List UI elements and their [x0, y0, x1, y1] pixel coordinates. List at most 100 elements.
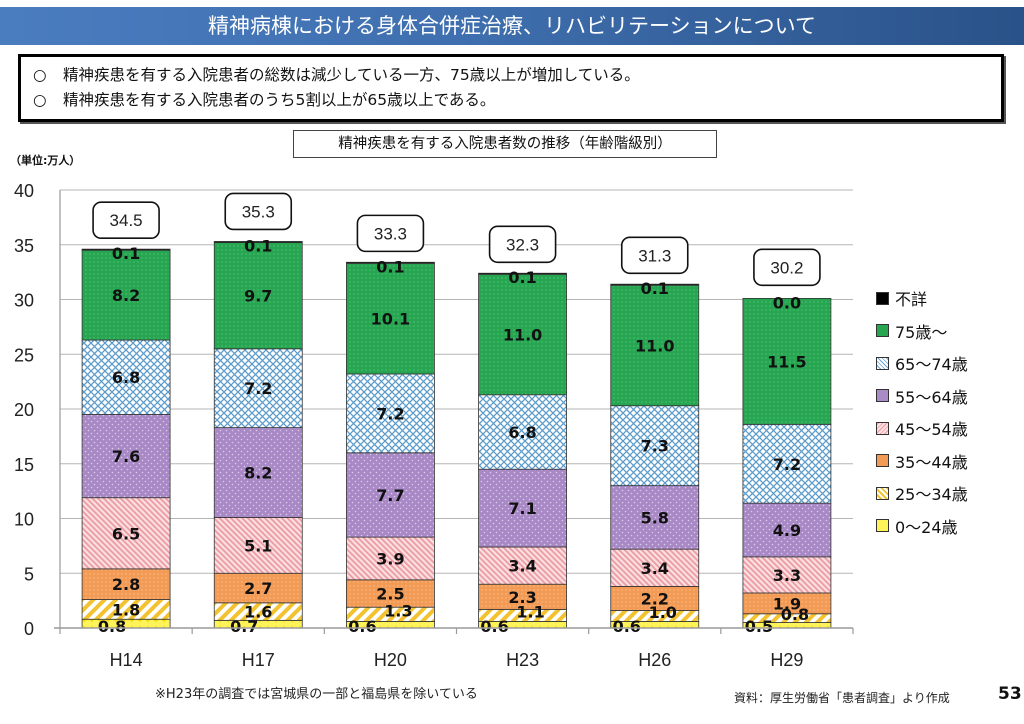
bar-segment — [81, 497, 171, 570]
footnote: ※H23年の調査では宮城県の一部と福島県を除いている — [155, 687, 478, 702]
summary-bullet: ○ 精神疾患を有する入院患者のうち5割以上が65歳以上である。 — [33, 88, 495, 110]
legend-swatch-icon — [876, 519, 889, 533]
legend-label: 25〜34歳 — [895, 485, 968, 505]
data-label: 6.8 — [112, 368, 140, 387]
bar-segment — [478, 583, 567, 610]
summary-text: 精神疾患を有する入院患者のうち5割以上が65歳以上である。 — [63, 91, 496, 109]
data-label: 0.1 — [244, 236, 272, 255]
bar-segment — [478, 394, 567, 470]
data-label: 2.8 — [112, 575, 140, 594]
data-label: 7.7 — [376, 486, 404, 505]
data-label: 3.3 — [773, 566, 801, 585]
total-callout-box — [488, 225, 557, 264]
data-label: 0.5 — [745, 617, 773, 636]
data-label: 11.5 — [767, 352, 806, 371]
legend-swatch-icon — [876, 324, 889, 338]
bar-segment — [81, 339, 171, 415]
data-label: 5.8 — [641, 508, 669, 527]
page-number: 53 — [998, 684, 1022, 704]
legend-label: 65〜74歳 — [895, 355, 968, 375]
data-label: 3.4 — [508, 557, 536, 576]
bar-segment — [478, 273, 567, 396]
data-label: 0.8 — [98, 617, 126, 636]
data-label: 5.1 — [244, 536, 272, 555]
bar-segment — [81, 248, 171, 251]
data-label: 1.3 — [384, 601, 412, 620]
unit-label: （単位:万人） — [10, 154, 81, 167]
legend-label: 35〜44歳 — [895, 452, 968, 472]
bar-segment — [213, 572, 303, 604]
data-label: 10.1 — [371, 310, 410, 329]
grid-lines — [60, 189, 853, 574]
data-label: 7.6 — [112, 447, 140, 466]
slide-title: 精神病棟における身体合併症治療、リハビリテーションについて — [208, 14, 816, 38]
total-callout-box — [92, 201, 160, 240]
legend-label: 75歳〜 — [895, 322, 948, 342]
bar-segment — [213, 348, 303, 429]
data-label: 7.2 — [376, 404, 404, 423]
legend-swatch-icon — [876, 454, 889, 468]
data-label: 0.1 — [376, 257, 404, 276]
data-label: 2.7 — [244, 579, 272, 598]
data-label: 4.9 — [773, 521, 801, 540]
legend-swatch-icon — [876, 486, 889, 500]
data-label: 2.3 — [508, 588, 536, 607]
total-callout-label: 35.3 — [242, 202, 275, 221]
x-tick-label: H17 — [242, 650, 275, 670]
total-callout-box — [356, 214, 425, 253]
bar-segment — [346, 579, 435, 608]
data-label: 1.8 — [112, 600, 140, 619]
bar-segment — [742, 502, 832, 558]
legend-item: 不詳 — [876, 282, 968, 315]
legend-label: 45〜54歳 — [895, 420, 968, 440]
data-label: 0.6 — [348, 617, 376, 636]
data-label: 1.6 — [244, 603, 272, 622]
bar-segment — [478, 272, 567, 275]
bar-segment — [213, 242, 303, 350]
circle-bullet-icon: ○ — [33, 66, 47, 84]
bar-segment — [346, 261, 435, 264]
circle-bullet-icon: ○ — [33, 91, 47, 109]
data-label: 1.9 — [773, 594, 801, 613]
legend-swatch-icon — [876, 356, 889, 370]
data-label: 6.5 — [112, 524, 140, 543]
x-tick-label: H20 — [374, 650, 407, 670]
source-note: 資料：厚生労働省「患者調査」より作成 — [734, 691, 950, 705]
data-label: 6.8 — [508, 423, 536, 442]
data-label: 8.2 — [112, 286, 140, 305]
legend-item: 45〜54歳 — [876, 412, 968, 445]
y-tick-label: 25 — [14, 345, 34, 365]
x-tick-label: H23 — [506, 650, 539, 670]
legend-swatch-icon — [876, 389, 889, 403]
data-label: 0.6 — [613, 617, 641, 636]
total-callout-label: 32.3 — [506, 235, 539, 254]
legend-swatch-icon — [876, 421, 889, 435]
bar-segment — [346, 373, 435, 454]
summary-bullet: ○ 精神疾患を有する入院患者の総数は減少している一方、75歳以上が増加している。 — [33, 63, 640, 85]
total-callout-label: 31.3 — [638, 246, 671, 265]
legend-item: 35〜44歳 — [876, 445, 968, 478]
bar-segment — [213, 241, 303, 243]
data-label: 2.2 — [641, 589, 669, 608]
y-tick-label: 0 — [24, 619, 34, 639]
bar-segment — [81, 568, 171, 600]
bar-segment — [213, 517, 303, 574]
summary-text: 精神疾患を有する入院患者の総数は減少している一方、75歳以上が増加している。 — [63, 66, 640, 84]
data-label: 7.1 — [508, 499, 536, 518]
total-callout-box — [753, 248, 821, 287]
bar-segment — [81, 249, 171, 341]
bar-segment — [610, 405, 700, 487]
bar-segment — [610, 284, 700, 407]
bar-segment — [478, 468, 567, 548]
data-label: 0.1 — [112, 244, 140, 263]
data-label: 7.3 — [641, 437, 669, 456]
data-label: 0.1 — [508, 268, 536, 287]
bars: 0.81.82.86.57.66.88.20.134.50.71.62.75.1… — [81, 192, 832, 636]
y-tick-label: 20 — [14, 400, 34, 420]
legend-label: 55〜64歳 — [895, 387, 968, 407]
data-label: 0.1 — [641, 279, 669, 298]
bar-segment — [742, 298, 832, 425]
total-callout-label: 34.5 — [110, 211, 143, 230]
y-axis: 0 5 10 15 20 25 30 35 40 — [14, 181, 61, 639]
data-label: 3.4 — [641, 559, 669, 578]
